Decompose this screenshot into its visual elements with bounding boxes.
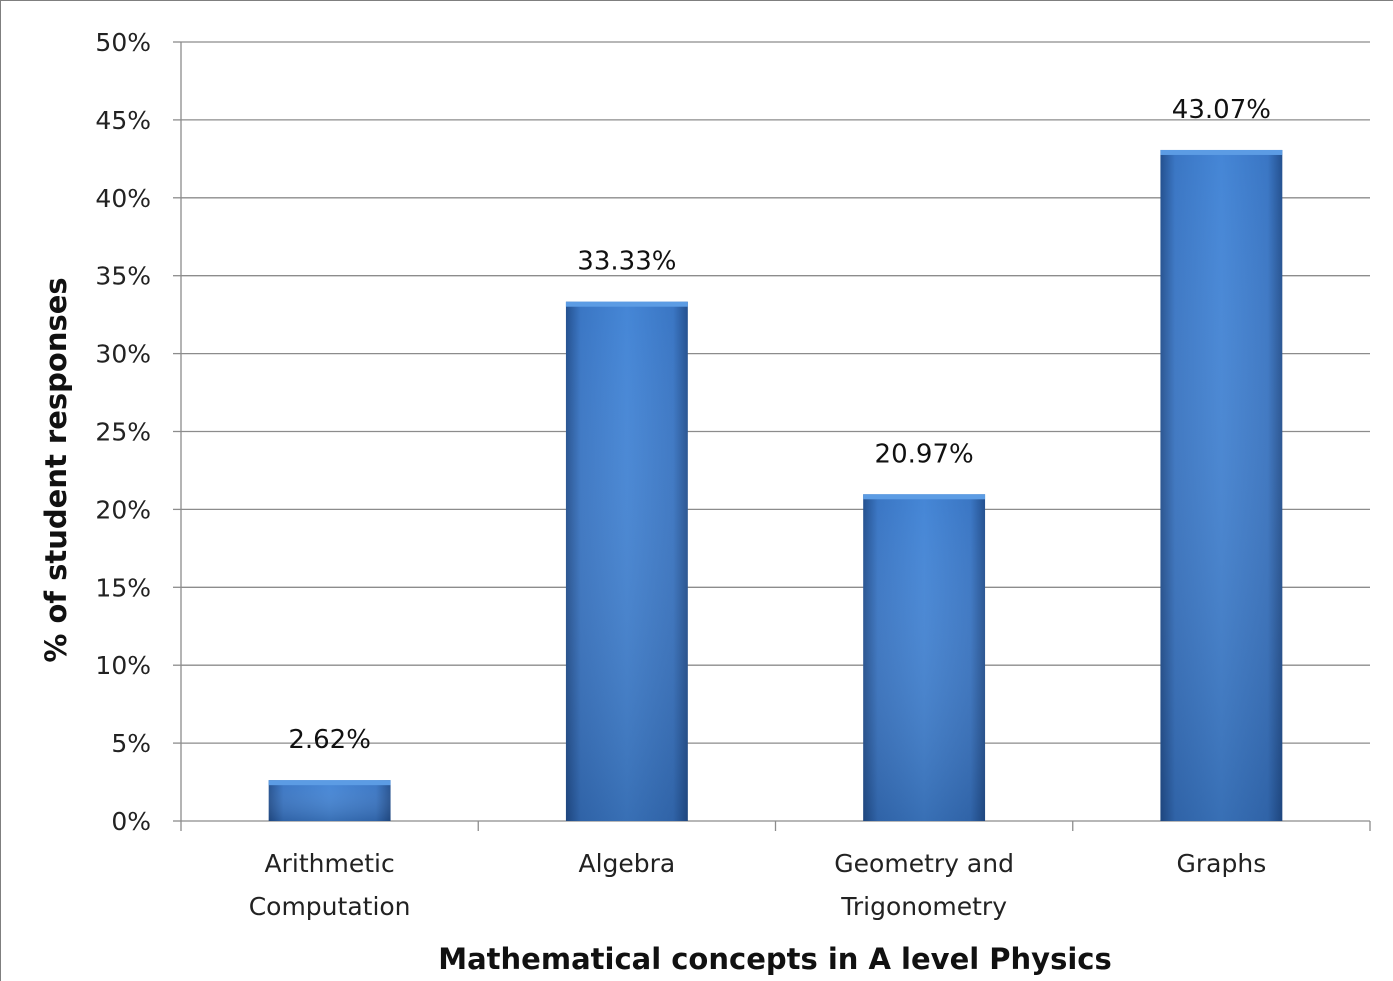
y-tick-label: 40% (95, 184, 151, 213)
bar-top-highlight (565, 301, 688, 307)
bar-top-highlight (268, 780, 391, 786)
bar (863, 494, 986, 821)
y-tick-label: 35% (95, 262, 151, 291)
y-tick-label: 20% (95, 495, 151, 524)
bar (268, 780, 391, 821)
x-tick-label: Arithmetic (265, 849, 395, 878)
y-tick-label: 0% (111, 807, 151, 836)
x-tick-label: Algebra (578, 849, 675, 878)
x-axis-title: Mathematical concepts in A level Physics (438, 942, 1112, 976)
x-tick-label: Geometry and (834, 849, 1014, 878)
y-tick-label: 10% (95, 651, 151, 680)
data-label: 43.07% (1172, 95, 1271, 125)
bar-shade (1160, 149, 1283, 821)
data-label: 20.97% (875, 439, 974, 469)
data-label: 33.33% (577, 247, 676, 277)
bar-top-highlight (863, 494, 986, 500)
y-tick-label: 30% (95, 340, 151, 369)
data-label: 2.62% (288, 725, 371, 755)
y-tick-label: 15% (95, 573, 151, 602)
labels: 0% 5% 10% 15% 20% 25% 30% 35% 40% 45% 50% 2.62% Arit… (95, 28, 1271, 921)
bar-shade (863, 494, 986, 821)
x-tick-label: Graphs (1177, 849, 1267, 878)
bar (1160, 149, 1283, 821)
y-axis-title: % of student responses (39, 277, 73, 662)
y-tick-label: 45% (95, 106, 151, 135)
bars (268, 149, 1283, 821)
y-tick-label: 5% (111, 729, 151, 758)
x-tick-label: Trigonometry (840, 892, 1007, 921)
bar (565, 301, 688, 821)
y-tick-label: 25% (95, 418, 151, 447)
bar-shade (565, 301, 688, 821)
y-tick-label: 50% (95, 28, 151, 57)
bar-shade (268, 780, 391, 821)
x-tick-label: Computation (249, 892, 411, 921)
bar-top-highlight (1160, 149, 1283, 155)
